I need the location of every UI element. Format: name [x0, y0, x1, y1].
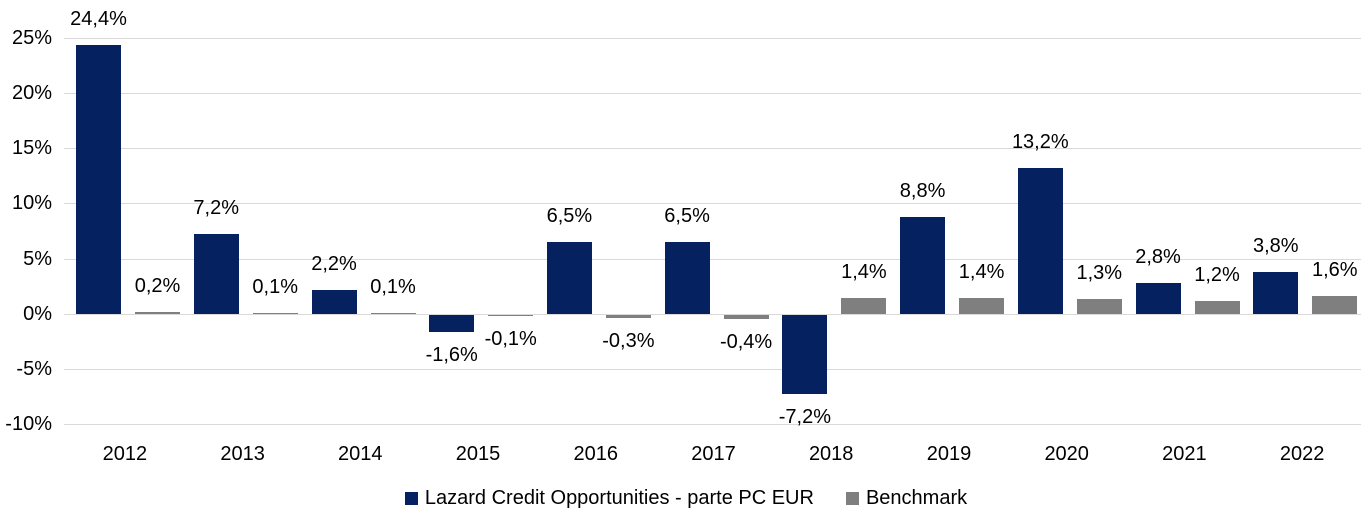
x-axis-tick-label: 2018 [808, 443, 854, 465]
benchmark-bar [959, 298, 1005, 314]
benchmark-bar [1194, 300, 1240, 314]
data-label: -0,1% [484, 327, 537, 350]
data-label: 2,2% [311, 252, 357, 275]
y-axis-tick-label: -10% [5, 413, 52, 435]
data-label: 0,2% [134, 274, 181, 297]
benchmark-bar [135, 311, 180, 314]
data-label: 6,5% [664, 205, 710, 227]
x-axis-tick-label: 2014 [338, 443, 383, 465]
benchmark-bar [605, 314, 651, 318]
data-label: 8,8% [899, 179, 946, 202]
y-axis-tick-label: 5% [23, 247, 52, 270]
fund-bar [782, 314, 828, 395]
fund-bar [76, 44, 121, 314]
benchmark-bar [488, 314, 534, 316]
fund-bar [1253, 271, 1299, 314]
benchmark-bar [370, 312, 416, 314]
data-label: 1,2% [1194, 263, 1240, 286]
data-label: 1,6% [1312, 259, 1358, 282]
data-label: 7,2% [193, 197, 239, 220]
x-axis-tick-label: 2012 [102, 443, 148, 465]
x-axis-tick-label: 2019 [926, 443, 972, 465]
x-axis-tick-label: 2022 [1279, 443, 1325, 465]
y-axis-tick-label: 15% [11, 137, 52, 160]
data-label: 1,4% [841, 261, 887, 284]
gridline [64, 38, 1361, 39]
y-axis-tick-label: 10% [11, 192, 52, 215]
gridline [64, 148, 1361, 149]
benchmark-bar [841, 298, 887, 314]
benchmark-bar [252, 312, 298, 314]
data-label: 6,5% [546, 205, 593, 227]
fund-bar [664, 242, 710, 314]
legend: Lazard Credit Opportunities - parte PC E… [0, 487, 1372, 509]
y-axis-tick-label: 20% [11, 82, 52, 105]
legend-item-benchmark: Benchmark [845, 487, 968, 509]
gridline [64, 314, 1361, 315]
x-axis-tick-label: 2015 [455, 443, 501, 465]
data-label: 1,4% [958, 261, 1005, 284]
data-label: -0,3% [602, 330, 655, 352]
gridline [64, 93, 1361, 94]
x-axis-tick-label: 2020 [1044, 443, 1089, 465]
benchmark-bar [1312, 296, 1358, 314]
benchmark-series-swatch [845, 491, 859, 505]
data-label: 0,1% [370, 275, 416, 298]
data-label: 1,3% [1076, 262, 1123, 285]
data-label: -0,4% [719, 331, 773, 354]
fund-series-swatch [404, 491, 418, 505]
y-axis-tick-label: 25% [11, 27, 52, 49]
gridline [64, 369, 1361, 370]
legend-item-fund: Lazard Credit Opportunities - parte PC E… [404, 487, 814, 509]
fund-bar [1017, 168, 1063, 314]
fund-bar [311, 289, 357, 314]
gridline [64, 203, 1361, 204]
gridline [64, 424, 1361, 425]
data-label: 3,8% [1253, 234, 1299, 257]
x-axis-tick-label: 2013 [220, 443, 265, 465]
fund-bar [429, 314, 475, 333]
fund-series-label: Lazard Credit Opportunities - parte PC E… [424, 487, 814, 509]
data-label: 24,4% [70, 7, 127, 30]
y-axis-tick-label: 0% [23, 302, 52, 325]
data-label: 13,2% [1011, 131, 1069, 154]
benchmark-series-label: Benchmark [865, 487, 968, 509]
fund-bar [1135, 282, 1181, 314]
fund-bar [900, 216, 946, 314]
x-axis-tick-label: 2016 [573, 443, 619, 465]
fund-bar [193, 234, 239, 314]
data-label: -1,6% [425, 344, 478, 367]
fund-bar [546, 242, 592, 314]
benchmark-bar [1076, 299, 1122, 314]
x-axis-tick-label: 2017 [691, 443, 736, 465]
data-label: 2,8% [1135, 245, 1181, 268]
x-axis-tick-label: 2021 [1162, 443, 1207, 465]
gridline [64, 259, 1361, 260]
data-label: 0,1% [252, 275, 298, 298]
y-axis-tick-label: -5% [16, 357, 52, 380]
benchmark-bar [723, 314, 769, 320]
data-label: -7,2% [778, 406, 832, 429]
